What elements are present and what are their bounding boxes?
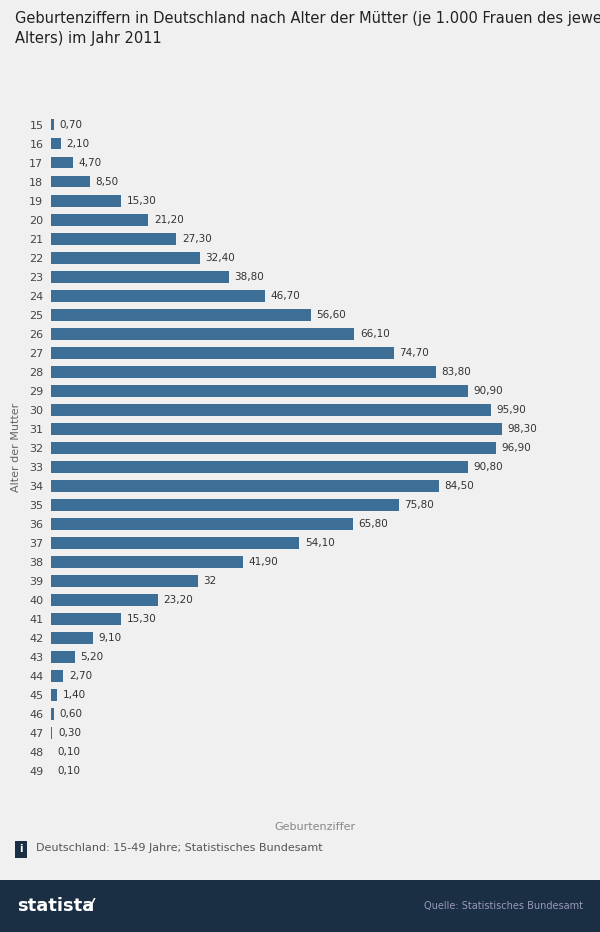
Text: Quelle: Statistisches Bundesamt: Quelle: Statistisches Bundesamt	[424, 901, 583, 911]
Text: 90,80: 90,80	[473, 462, 503, 472]
Text: 83,80: 83,80	[441, 367, 471, 377]
Text: 0,10: 0,10	[57, 766, 80, 776]
Bar	[51, 556, 244, 568]
Text: 2,70: 2,70	[69, 671, 92, 681]
Bar	[51, 518, 353, 529]
Bar	[51, 271, 229, 282]
Text: 0,60: 0,60	[59, 709, 82, 720]
Text: 84,50: 84,50	[445, 481, 474, 491]
Bar	[51, 366, 436, 377]
Bar	[51, 347, 394, 359]
Text: Deutschland: 15-49 Jahre; Statistisches Bundesamt: Deutschland: 15-49 Jahre; Statistisches …	[36, 843, 323, 854]
Bar	[51, 613, 121, 624]
Text: 1,40: 1,40	[63, 690, 86, 700]
Text: 5,20: 5,20	[80, 652, 104, 662]
Bar	[51, 233, 176, 244]
Text: 15,30: 15,30	[127, 614, 157, 624]
Bar	[51, 594, 158, 606]
Bar	[51, 404, 491, 416]
Bar	[51, 385, 469, 397]
Bar	[51, 708, 54, 720]
Text: Geburtenziffern in Deutschland nach Alter der Mütter (je 1.000 Frauen des jeweil: Geburtenziffern in Deutschland nach Alte…	[15, 11, 600, 46]
Text: 46,70: 46,70	[271, 291, 301, 301]
Bar	[51, 328, 355, 339]
Text: 75,80: 75,80	[404, 500, 434, 510]
Text: Geburtenziffer: Geburtenziffer	[274, 822, 356, 831]
Text: 74,70: 74,70	[400, 348, 429, 358]
Text: 0,10: 0,10	[57, 747, 80, 757]
Bar	[51, 118, 54, 130]
Bar	[51, 195, 121, 207]
Bar	[51, 252, 200, 264]
Bar	[51, 423, 502, 434]
Text: 56,60: 56,60	[316, 309, 346, 320]
Text: 9,10: 9,10	[98, 633, 121, 643]
Text: 27,30: 27,30	[182, 234, 212, 243]
Text: 65,80: 65,80	[359, 519, 388, 528]
Text: i: i	[19, 844, 23, 855]
Text: 32: 32	[203, 576, 217, 586]
Bar	[51, 308, 311, 321]
Bar	[51, 575, 198, 587]
Text: 8,50: 8,50	[95, 176, 119, 186]
Text: 95,90: 95,90	[497, 404, 527, 415]
Text: 66,10: 66,10	[360, 329, 390, 338]
Bar	[51, 537, 299, 549]
Text: 2,10: 2,10	[66, 139, 89, 148]
Bar	[51, 480, 439, 492]
Text: 0,70: 0,70	[60, 119, 83, 130]
Text: statista: statista	[17, 897, 94, 915]
Bar	[51, 727, 52, 739]
Text: 41,90: 41,90	[249, 557, 278, 567]
Bar	[51, 442, 496, 454]
Bar	[51, 670, 64, 682]
Bar	[51, 176, 90, 187]
Text: 23,20: 23,20	[163, 595, 193, 605]
Text: 98,30: 98,30	[508, 424, 538, 433]
Text: 90,90: 90,90	[474, 386, 503, 396]
Y-axis label: Alter der Mutter: Alter der Mutter	[11, 404, 21, 492]
Bar	[51, 138, 61, 149]
Text: 32,40: 32,40	[205, 253, 235, 263]
Bar	[51, 157, 73, 169]
Bar	[51, 213, 148, 226]
Text: /: /	[89, 898, 94, 913]
Bar	[51, 461, 468, 473]
Text: 21,20: 21,20	[154, 214, 184, 225]
Bar	[51, 290, 265, 302]
Bar	[51, 632, 93, 644]
Bar	[51, 651, 75, 663]
Bar	[51, 499, 399, 511]
Text: 54,10: 54,10	[305, 538, 335, 548]
Bar	[51, 689, 58, 701]
Text: 38,80: 38,80	[235, 272, 265, 281]
Text: 15,30: 15,30	[127, 196, 157, 206]
Text: 96,90: 96,90	[502, 443, 531, 453]
Text: 4,70: 4,70	[78, 158, 101, 168]
Text: 0,30: 0,30	[58, 728, 81, 738]
